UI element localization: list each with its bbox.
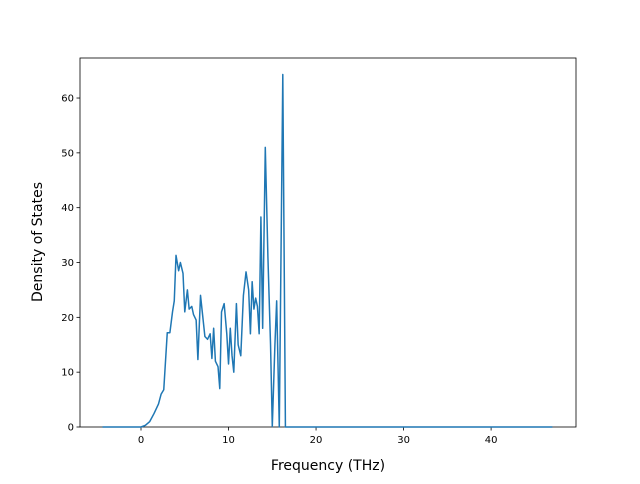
- line: [102, 73, 553, 428]
- x-tick-label: 30: [397, 435, 410, 446]
- y-tick-label: 40: [61, 203, 74, 214]
- x-tick-label: 40: [485, 435, 498, 446]
- x-tick-label: 0: [138, 435, 144, 446]
- y-tick-label: 10: [61, 368, 74, 379]
- plot-frame: [79, 57, 577, 428]
- x-tick-label: 10: [222, 435, 235, 446]
- y-tick-label: 60: [61, 94, 74, 105]
- y-tick-label: 0: [68, 423, 74, 434]
- y-tick-label: 30: [61, 258, 74, 269]
- y-axis-label: Density of States: [30, 182, 46, 302]
- y-tick-label: 50: [61, 148, 74, 159]
- y-tick-label: 20: [61, 313, 74, 324]
- x-axis-label: Frequency (THz): [271, 458, 385, 474]
- x-tick-label: 20: [310, 435, 323, 446]
